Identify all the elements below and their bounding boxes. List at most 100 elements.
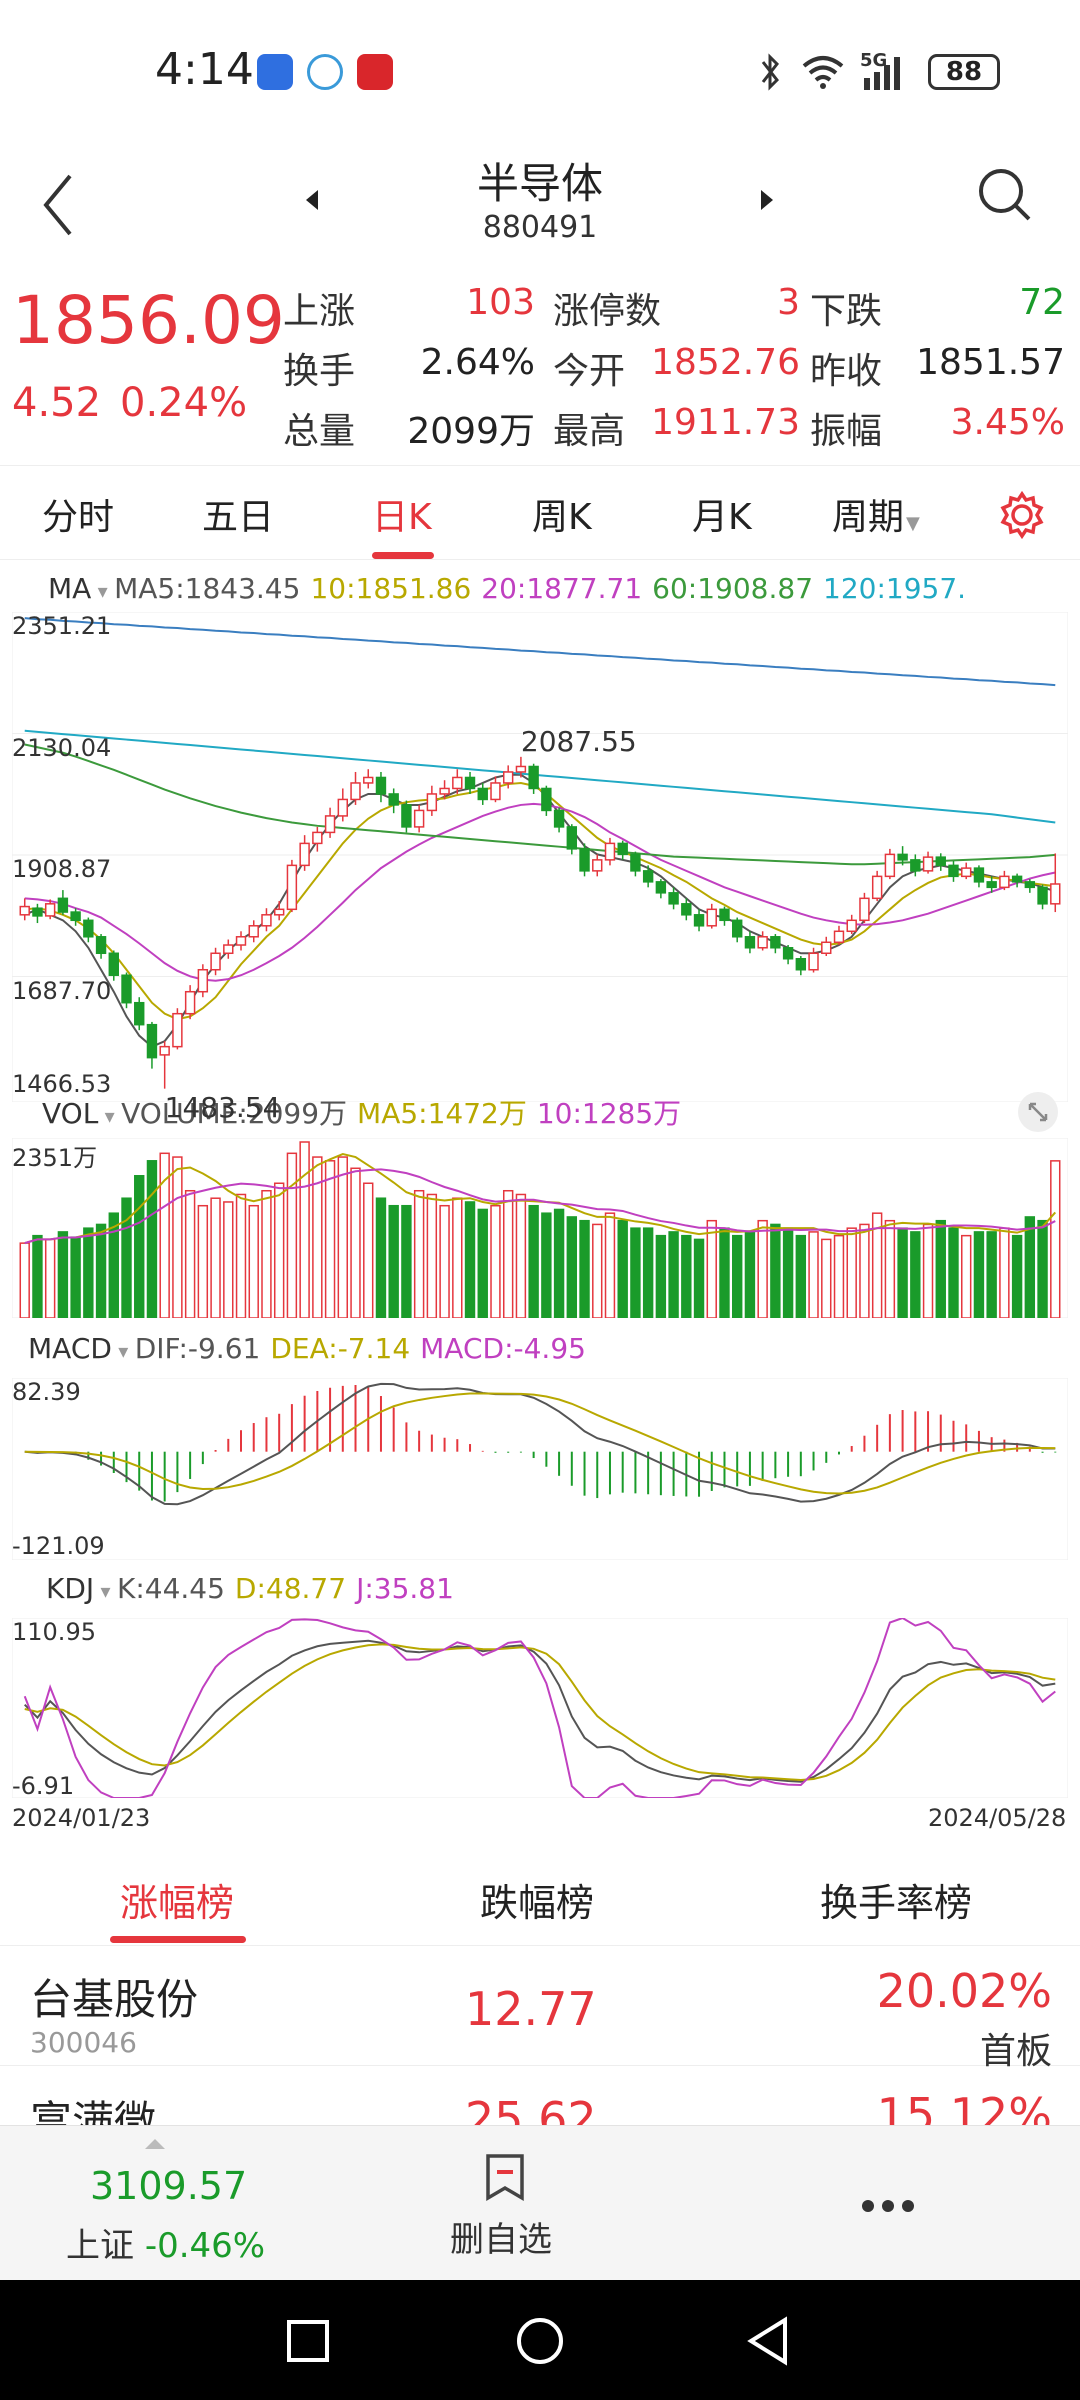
macd-chart[interactable] [12, 1378, 1068, 1560]
candle [439, 787, 450, 795]
chevron-up-icon[interactable] [142, 2136, 168, 2152]
stock-price: 12.77 [465, 1982, 597, 2036]
candle [1011, 875, 1023, 883]
volume-bar [999, 1227, 1010, 1318]
volume-bar [935, 1219, 946, 1318]
candle [19, 905, 30, 916]
signal-icon [864, 57, 900, 90]
legend-item: DIF:-9.61 [134, 1332, 261, 1365]
candle [210, 952, 221, 971]
index-value[interactable]: 3109.57 [90, 2164, 248, 2208]
candle [846, 919, 857, 933]
quote-label: 总量 [283, 411, 356, 452]
candle [655, 881, 667, 894]
battery-icon: 88 [928, 54, 1000, 90]
status-bar: 4:14 5G 88 [0, 0, 1080, 140]
volume-bar [312, 1156, 323, 1318]
candle [57, 897, 69, 913]
price-chart[interactable] [12, 612, 1068, 1102]
volume-bar [172, 1156, 183, 1318]
volume-bar [108, 1212, 119, 1318]
kdj-chart[interactable] [12, 1618, 1068, 1798]
macd-axis-top: 82.39 [12, 1378, 81, 1406]
price-change-pct: 0.24% [120, 380, 248, 426]
expand-icon[interactable] [1016, 1090, 1060, 1134]
candle [973, 867, 985, 883]
volume-bar [413, 1189, 425, 1318]
volume-bar [617, 1219, 628, 1318]
price-annotation: 1483.54 [164, 1090, 281, 1124]
volume-bar [350, 1167, 361, 1318]
candle [744, 936, 756, 949]
table-row[interactable]: 台基股份 300046 12.77 20.02% 首板 [0, 1946, 1080, 2072]
quote-value: 1852.76 [651, 342, 800, 383]
volume-chart[interactable] [12, 1138, 1068, 1318]
quote-label: 振幅 [810, 411, 883, 452]
legend-item: VOLUME:2099万 [121, 1097, 348, 1130]
tab-turnover[interactable]: 换手率榜 [820, 1881, 973, 1925]
quote-value: 3 [777, 282, 800, 323]
volume-bar [655, 1234, 667, 1318]
kline-chart[interactable]: MA ▾ MA5:1843.45 10:1851.86 20:1877.71 60:1… [0, 560, 1080, 1832]
search-icon[interactable] [975, 165, 1035, 225]
candle [197, 968, 209, 993]
back-nav-icon[interactable] [745, 2316, 791, 2366]
recent-apps-icon[interactable] [285, 2318, 331, 2364]
volume-bar [159, 1152, 170, 1318]
candle [693, 914, 705, 927]
macd-legend[interactable]: MACD ▾ DIF:-9.61 DEA:-7.14 MACD:-4.95 [28, 1332, 596, 1365]
candle [935, 856, 946, 867]
tab-monthly-k[interactable]: 月K [692, 497, 752, 538]
volume-ma-line [24, 1168, 1056, 1245]
legend-item: J:35.81 [356, 1572, 454, 1605]
macd-axis-bottom: -121.09 [12, 1532, 105, 1560]
candle [121, 974, 132, 1004]
quote-value: 72 [1019, 282, 1065, 323]
volume-bar [719, 1227, 730, 1318]
ma-legend[interactable]: MA ▾ MA5:1843.45 10:1851.86 20:1877.71 60:1… [48, 572, 976, 605]
candle [146, 1023, 158, 1059]
stock-tag: 首板 [979, 2031, 1052, 2072]
volume-bar [795, 1234, 807, 1318]
legend-item: K:44.45 [116, 1572, 225, 1605]
tab-period[interactable]: 周期 ▼ [832, 488, 920, 540]
volume-bar [770, 1223, 781, 1318]
volume-bar [973, 1231, 985, 1318]
candle [426, 793, 438, 812]
kdj-legend[interactable]: KDJ ▾ K:44.45 D:48.77 J:35.81 [46, 1572, 464, 1605]
active-tab-indicator [372, 552, 434, 559]
candle [83, 919, 94, 938]
tab-daily-k[interactable]: 日K [372, 497, 432, 538]
candle [922, 856, 934, 872]
table-row[interactable]: 富满微 25.62 15.12% [0, 2068, 1080, 2125]
remove-watchlist-icon[interactable] [482, 2152, 528, 2202]
volume-bar [833, 1234, 845, 1318]
remove-watchlist-button[interactable]: 删自选 [450, 2220, 552, 2260]
quote-value: 1851.57 [916, 342, 1065, 383]
home-icon[interactable] [515, 2316, 565, 2366]
bluetooth-icon [761, 53, 779, 91]
next-arrow-icon[interactable] [755, 182, 779, 218]
tab-five-day[interactable]: 五日 [202, 497, 275, 538]
candle [413, 809, 425, 828]
legend-indicator-name: VOL [42, 1097, 99, 1130]
prev-arrow-icon[interactable] [300, 182, 324, 218]
quote-value: 2099万 [407, 411, 535, 452]
quote-label: 最高 [553, 411, 626, 452]
candle [312, 831, 323, 845]
more-icon[interactable] [860, 2198, 916, 2214]
vol-legend[interactable]: VOL ▾ VOLUME:2099万 MA5:1472万 10:1285万 [42, 1092, 691, 1132]
candle [337, 798, 348, 817]
tab-gainers[interactable]: 涨幅榜 [120, 1881, 235, 1925]
chevron-down-icon: ▼ [906, 513, 920, 534]
volume-bar [401, 1204, 412, 1318]
tab-weekly-k[interactable]: 周K [532, 497, 592, 538]
index-label[interactable]: 上证 -0.46% [66, 2218, 265, 2267]
tab-intraday[interactable]: 分时 [42, 497, 115, 538]
volume-bar [134, 1175, 145, 1318]
candle [350, 782, 361, 801]
tab-losers[interactable]: 跌幅榜 [480, 1881, 595, 1925]
ma-line [24, 781, 1056, 1021]
back-icon[interactable] [38, 170, 78, 240]
settings-gear-icon[interactable] [997, 490, 1047, 540]
